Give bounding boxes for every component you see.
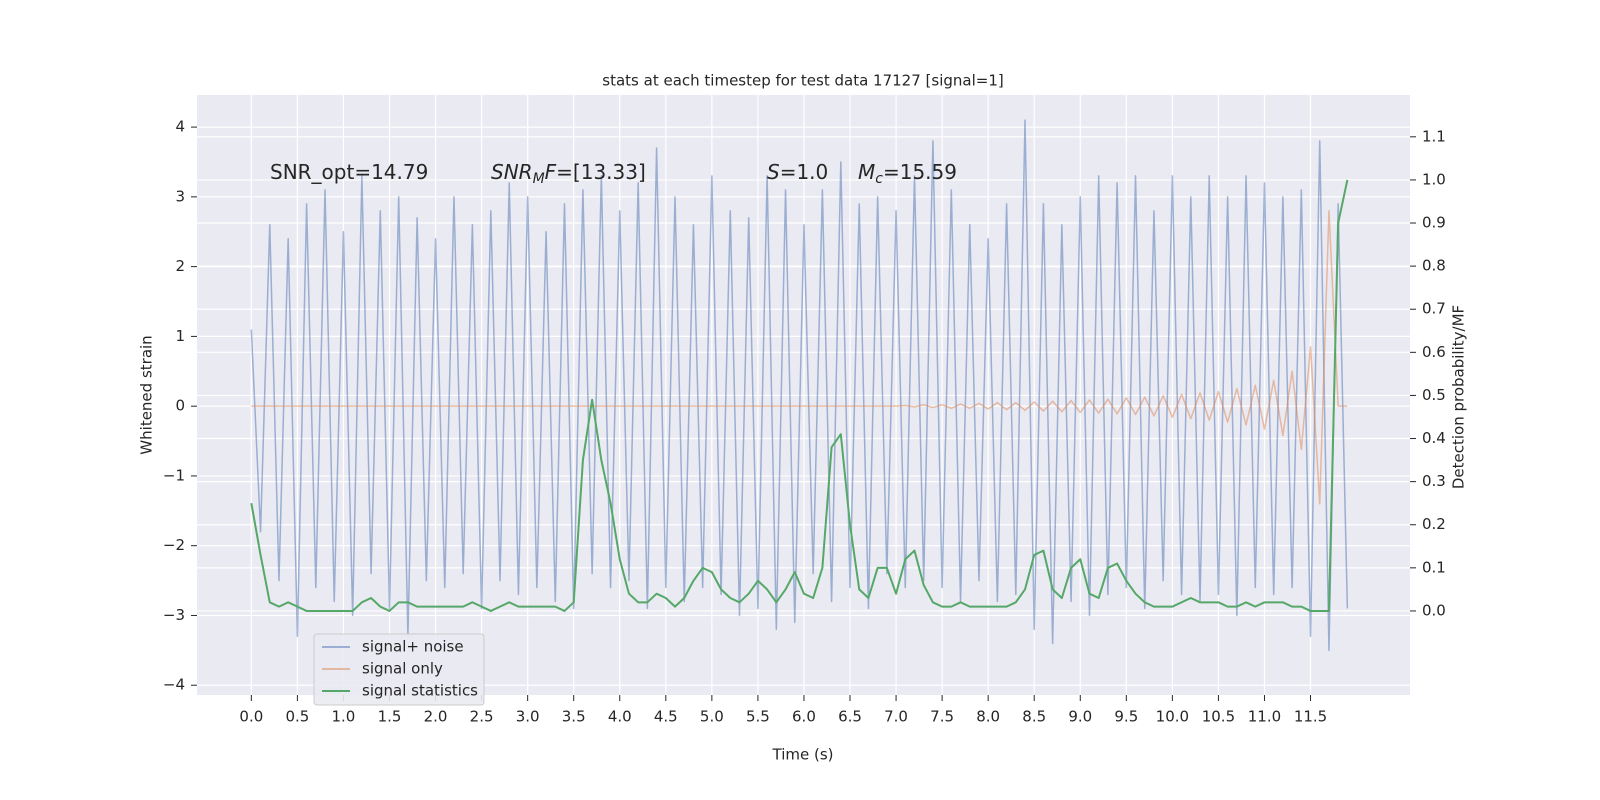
- annotation-part: =1.0: [780, 160, 829, 184]
- y-tick-label: −1: [163, 466, 185, 484]
- x-tick-label: 5.5: [746, 708, 770, 726]
- y-tick-label: −2: [163, 536, 185, 554]
- x-tick-label: 7.5: [930, 708, 954, 726]
- y2-tick-label: 1.0: [1422, 170, 1446, 188]
- y-axis-label: Whitened strain: [138, 335, 156, 454]
- legend-box: [313, 633, 485, 706]
- annotation-part: c: [875, 171, 883, 187]
- x-tick-label: 8.5: [1022, 708, 1046, 726]
- annotation-part: M: [858, 160, 875, 184]
- x-tick-label: 1.0: [332, 708, 356, 726]
- annotation: SNR_opt=14.79: [270, 160, 428, 184]
- x-tick-label: 9.0: [1068, 708, 1092, 726]
- x-tick-label: 2.0: [424, 708, 448, 726]
- y2-tick-label: 0.2: [1422, 515, 1446, 533]
- x-tick-label: 3.0: [516, 708, 540, 726]
- annotation-part: SNR: [491, 160, 533, 184]
- legend-label: signal only: [362, 660, 443, 678]
- x-tick-label: 4.0: [608, 708, 632, 726]
- annotation-part: S: [767, 160, 780, 184]
- x-tick-label: 5.0: [700, 708, 724, 726]
- annotation: SNRMF=[13.33]: [491, 160, 646, 188]
- series-line: [250, 119, 1349, 652]
- y2-tick-label: 1.1: [1422, 127, 1446, 145]
- series-line: [250, 179, 1349, 612]
- y2-axis-label: Detection probability/MF: [1450, 305, 1468, 489]
- x-tick-label: 3.5: [562, 708, 586, 726]
- x-tick-label: 0.0: [239, 708, 263, 726]
- chart-title: stats at each timestep for test data 171…: [602, 72, 1003, 90]
- annotation-part: =[13.33]: [556, 160, 646, 184]
- y-tick-label: 0: [175, 397, 185, 415]
- x-tick-label: 10.5: [1202, 708, 1235, 726]
- x-tick-label: 6.5: [838, 708, 862, 726]
- series-line: [251, 210, 1348, 505]
- annotation-part: F: [545, 160, 557, 184]
- x-tick-label: 6.0: [792, 708, 816, 726]
- legend: signal+ noise signal only signal statistic…: [313, 633, 485, 706]
- x-tick-label: 7.0: [884, 708, 908, 726]
- y2-tick-label: 0.7: [1422, 300, 1446, 318]
- annotation-part: M: [533, 171, 545, 187]
- y2-tick-label: 0.4: [1422, 429, 1446, 447]
- y-tick-label: 2: [175, 257, 185, 275]
- y-tick-label: 3: [175, 187, 185, 205]
- annotation-part: =15.59: [883, 160, 957, 184]
- y2-tick-label: 0.3: [1422, 472, 1446, 490]
- x-tick-label: 11.0: [1248, 708, 1281, 726]
- y2-tick-label: 0.1: [1422, 558, 1446, 576]
- legend-label: signal+ noise: [362, 638, 464, 656]
- legend-label: signal statistics: [362, 682, 478, 700]
- lines: [250, 119, 1349, 652]
- x-axis-label: Time (s): [772, 746, 834, 764]
- x-tick-label: 11.5: [1294, 708, 1327, 726]
- y-tick-label: −4: [163, 676, 185, 694]
- annotation: S=1.0: [767, 160, 828, 184]
- ticks: 0.0 0.5 1.0 1.5 2.0 2.5 3.0 3.5 4.0 4.5 5.0 5.5 6.0 6…: [163, 118, 1446, 726]
- y-tick-label: −3: [163, 606, 185, 624]
- x-tick-label: 0.5: [285, 708, 309, 726]
- x-tick-label: 9.5: [1114, 708, 1138, 726]
- y2-tick-label: 0.8: [1422, 257, 1446, 275]
- x-tick-label: 4.5: [654, 708, 678, 726]
- x-tick-label: 1.5: [378, 708, 402, 726]
- x-tick-label: 8.0: [976, 708, 1000, 726]
- x-tick-label: 2.5: [470, 708, 494, 726]
- annotation-part: SNR_opt=14.79: [270, 160, 428, 184]
- y2-tick-label: 0.9: [1422, 214, 1446, 232]
- y2-tick-label: 0.6: [1422, 343, 1446, 361]
- y2-tick-label: 0.5: [1422, 386, 1446, 404]
- y-tick-label: 1: [175, 327, 185, 345]
- x-tick-label: 10.0: [1156, 708, 1189, 726]
- annotation: Mc=15.59: [858, 160, 957, 188]
- y2-tick-label: 0.0: [1422, 601, 1446, 619]
- y-tick-label: 4: [175, 118, 185, 136]
